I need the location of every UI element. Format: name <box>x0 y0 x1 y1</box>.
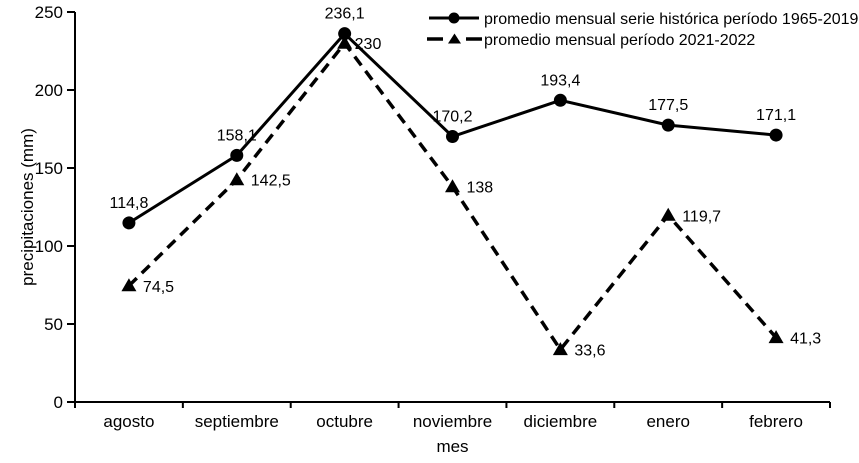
x-tick-label: septiembre <box>195 412 279 431</box>
y-tick-label: 100 <box>35 237 63 256</box>
data-point-label: 230 <box>355 36 382 53</box>
circle-marker <box>769 128 783 142</box>
data-point-label: 142,5 <box>251 173 291 190</box>
y-tick-label: 50 <box>44 315 63 334</box>
data-point-label: 33,6 <box>574 343 605 360</box>
x-tick-label: febrero <box>749 412 803 431</box>
triangle-marker <box>448 33 461 44</box>
triangle-marker <box>552 342 568 356</box>
circle-marker <box>448 12 460 24</box>
legend-item-2021-2022: promedio mensual período 2021-2022 <box>427 32 755 49</box>
data-point-label: 171,1 <box>756 107 796 124</box>
data-point-label: 193,4 <box>540 72 580 89</box>
data-point-label: 170,2 <box>432 108 472 125</box>
series-historical: 114,8 158,1 236,1 170,2 193,4 177,5 171,1 <box>109 6 796 230</box>
x-axis-title: mes <box>436 437 468 456</box>
legend-item-historical: promedio mensual serie histórica período… <box>429 11 859 28</box>
y-tick-label: 250 <box>35 3 63 22</box>
circle-marker <box>338 27 352 41</box>
y-tick-label: 0 <box>54 393 63 412</box>
data-point-label: 236,1 <box>325 6 365 23</box>
data-point-label: 119,7 <box>682 208 721 225</box>
triangle-marker <box>660 207 676 221</box>
legend: promedio mensual serie histórica período… <box>427 11 859 49</box>
data-point-label: 158,1 <box>217 127 257 144</box>
x-axis: agosto septiembre octubre noviembre diciembr… <box>74 402 831 431</box>
y-axis-title: precipitaciones (mm) <box>18 128 37 286</box>
triangle-marker <box>445 179 460 193</box>
y-tick-label: 150 <box>35 159 63 178</box>
data-point-label: 41,3 <box>790 331 821 348</box>
circle-marker <box>230 148 244 162</box>
x-tick-label: enero <box>646 412 689 431</box>
triangle-marker <box>768 330 784 344</box>
triangle-marker <box>229 172 245 186</box>
triangle-marker <box>337 35 353 49</box>
data-point-label: 114,8 <box>109 195 148 212</box>
circle-marker <box>122 216 136 230</box>
y-tick-label: 200 <box>35 81 63 100</box>
x-tick-label: noviembre <box>413 412 492 431</box>
series-2021-2022: 74,5 142,5 230 138 33,6 119,7 41,3 <box>121 35 821 360</box>
data-point-label: 74,5 <box>143 279 174 296</box>
legend-label: promedio mensual serie histórica período… <box>484 11 859 28</box>
legend-label: promedio mensual período 2021-2022 <box>484 32 755 49</box>
data-point-label: 138 <box>467 180 494 197</box>
triangle-marker <box>121 278 137 292</box>
x-tick-label: diciembre <box>524 412 598 431</box>
circle-marker <box>553 93 567 107</box>
circle-marker <box>446 129 459 143</box>
y-axis: 0 50 100 150 200 250 <box>35 3 75 412</box>
x-tick-label: octubre <box>316 412 373 431</box>
series-line <box>127 40 778 353</box>
x-tick-label: agosto <box>103 412 154 431</box>
axis-lines <box>74 12 830 403</box>
data-point-label: 177,5 <box>648 97 688 114</box>
circle-marker <box>661 118 675 132</box>
